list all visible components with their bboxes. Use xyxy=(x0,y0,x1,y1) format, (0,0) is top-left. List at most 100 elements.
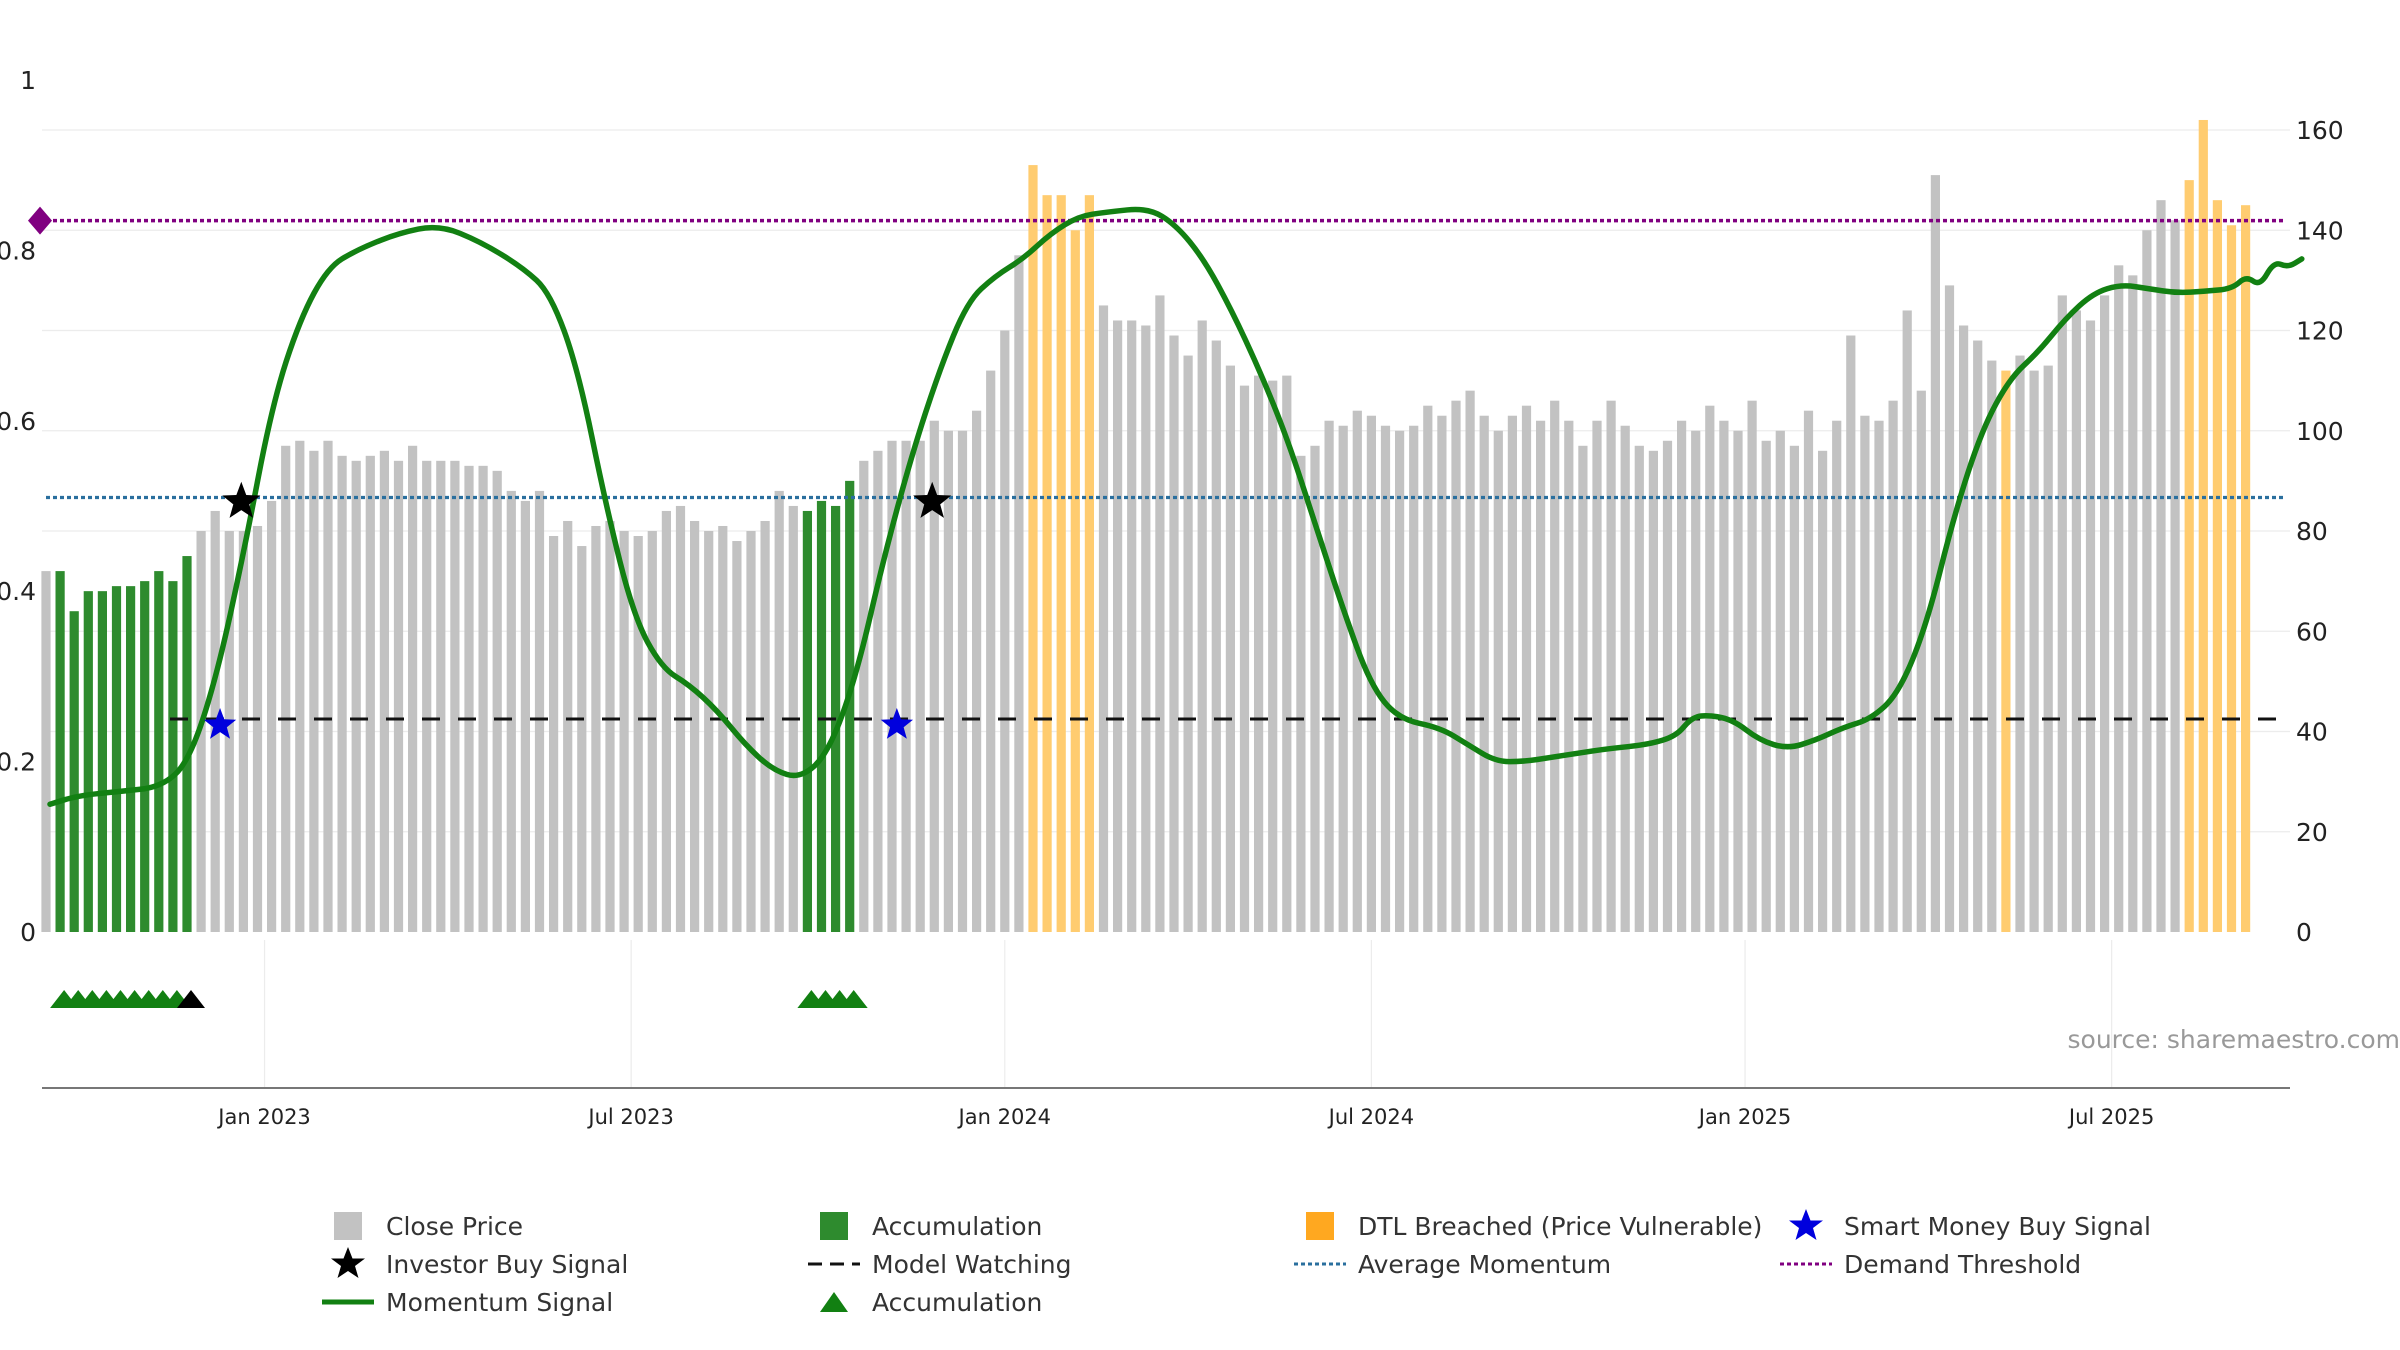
right-axis-tick-label: 0 xyxy=(2296,918,2312,947)
legend-item-close-price: Close Price xyxy=(320,1208,523,1244)
close-price-bar xyxy=(295,440,305,932)
close-price-bar xyxy=(422,460,432,932)
close-price-bar xyxy=(1860,415,1870,932)
close-price-bar xyxy=(224,531,234,932)
accumulation-bar xyxy=(182,556,192,932)
line-icon xyxy=(320,1284,376,1320)
close-price-bar xyxy=(1465,390,1475,932)
legend-item-investor: Investor Buy Signal xyxy=(320,1246,628,1282)
close-price-bar xyxy=(1268,380,1278,932)
close-price-bar xyxy=(972,410,982,932)
x-axis-tick-label: Jul 2023 xyxy=(586,1105,673,1129)
close-price-bar xyxy=(1254,375,1264,932)
close-price-bar xyxy=(1352,410,1362,932)
close-price-bar xyxy=(1423,405,1433,932)
legend-label: Close Price xyxy=(386,1211,524,1241)
legend-label: Accumulation xyxy=(872,1211,1043,1241)
close-price-bar xyxy=(986,370,996,933)
close-price-bar xyxy=(859,460,869,932)
close-price-bar xyxy=(1747,400,1757,932)
close-price-bar xyxy=(1620,425,1630,932)
accumulation-bar xyxy=(802,510,812,932)
close-price-bar xyxy=(1888,400,1898,932)
close-price-bar xyxy=(873,450,883,932)
left-axis-tick-label: 0.4 xyxy=(0,577,36,606)
close-price-bar xyxy=(1789,445,1799,932)
close-price-bar xyxy=(1818,450,1828,932)
legend-label: Investor Buy Signal xyxy=(386,1249,629,1279)
legend-label: Smart Money Buy Signal xyxy=(1844,1211,2151,1241)
dotted-line-icon xyxy=(1292,1246,1348,1282)
close-price-bar xyxy=(957,430,968,932)
dtl-breached-bar xyxy=(1042,195,1052,933)
right-axis-tick-label: 140 xyxy=(2296,216,2344,245)
right-axis-tick-label: 100 xyxy=(2296,417,2344,446)
smart-money-buy-signal-star xyxy=(203,708,237,739)
close-price-bar xyxy=(887,440,897,932)
tick-labels: 0 0.2 0.4 0.6 0.8 1 0 20 40 60 80 100 120 140 160 Jan 2… xyxy=(0,66,2344,1129)
close-price-bar xyxy=(267,500,277,932)
legend-label: Demand Threshold xyxy=(1844,1249,2082,1279)
close-price-bar xyxy=(1733,430,1743,932)
right-axis-tick-label: 80 xyxy=(2296,517,2328,546)
dtl-breached-bar xyxy=(2241,205,2251,932)
close-price-bar xyxy=(2156,200,2166,933)
right-axis-tick-label: 40 xyxy=(2296,718,2328,747)
close-price-bar xyxy=(351,460,361,932)
close-price-bar xyxy=(1592,420,1602,932)
close-price-bar xyxy=(1662,440,1673,932)
close-price-bar xyxy=(1550,400,1560,932)
close-price-bar xyxy=(1973,340,1983,932)
close-price-bar xyxy=(1944,285,1955,932)
accumulation-triangle-marker xyxy=(839,990,868,1008)
smart-money-buy-signal-star xyxy=(880,708,914,739)
momentum-signal-line xyxy=(47,206,2305,807)
close-price-bar xyxy=(1366,415,1376,932)
close-price-bar xyxy=(1775,430,1785,932)
left-axis-tick-label: 0.8 xyxy=(0,236,36,265)
close-price-bar xyxy=(1832,420,1842,932)
close-price-bar xyxy=(323,440,333,932)
x-axis-tick-label: Jul 2025 xyxy=(2067,1105,2154,1129)
momentum-signal xyxy=(47,206,2305,807)
close-price-bar xyxy=(2015,355,2025,932)
close-price-bar xyxy=(633,536,643,932)
close-price-bar xyxy=(1395,430,1405,932)
dtl-breached-bar xyxy=(2001,370,2011,933)
close-price-bar xyxy=(1211,340,1221,932)
close-price-bar xyxy=(1874,420,1884,932)
close-price-bar xyxy=(1338,425,1348,932)
close-price-bar xyxy=(647,531,657,932)
legend-label: Average Momentum xyxy=(1358,1249,1612,1279)
close-price-bar xyxy=(1000,330,1010,932)
left-axis-tick-label: 0 xyxy=(20,918,36,947)
close-price-bar xyxy=(1493,430,1503,932)
orange-square-icon xyxy=(1292,1208,1348,1244)
accumulation-bar xyxy=(140,581,150,932)
close-price-bar xyxy=(2114,265,2124,932)
legend: Close Price Accumulation DTL Breached (P… xyxy=(320,1208,2220,1338)
close-price-bar xyxy=(1169,335,1179,932)
close-price-bar xyxy=(436,460,446,932)
close-price-bar xyxy=(1677,420,1687,932)
dash-line-icon xyxy=(806,1246,862,1282)
close-price-bar xyxy=(1014,255,1024,932)
legend-label: Accumulation xyxy=(872,1287,1043,1317)
close-price-bar xyxy=(337,455,347,932)
signal-markers xyxy=(50,481,952,1008)
close-price-bar xyxy=(661,510,671,932)
close-price-bar xyxy=(1127,320,1137,933)
dtl-breached-bar xyxy=(2226,225,2237,933)
left-axis-tick-label: 0.2 xyxy=(0,748,36,777)
close-price-bar xyxy=(1507,415,1517,932)
close-price-bar xyxy=(1409,425,1419,932)
close-price-bar xyxy=(718,525,728,932)
close-price-bar xyxy=(2100,295,2110,933)
close-price-bar xyxy=(1846,335,1856,932)
blue-star-icon xyxy=(1778,1208,1834,1244)
close-price-bar xyxy=(1113,320,1123,933)
accumulation-triangle-marker xyxy=(177,990,205,1008)
close-price-bar xyxy=(1183,355,1193,932)
close-price-bar xyxy=(760,520,770,932)
accumulation-bar xyxy=(168,581,178,932)
